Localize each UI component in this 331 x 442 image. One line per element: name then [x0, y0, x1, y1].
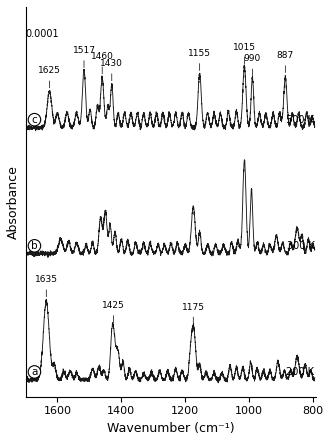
Text: 1635: 1635 [35, 275, 58, 297]
Text: 887: 887 [277, 51, 294, 72]
Text: 1517: 1517 [72, 46, 95, 68]
Y-axis label: Absorbance: Absorbance [7, 165, 20, 239]
Text: 1430: 1430 [100, 59, 123, 81]
Text: 300 K: 300 K [287, 241, 314, 251]
Text: a: a [31, 367, 38, 377]
Text: 1460: 1460 [91, 52, 114, 74]
Text: 1175: 1175 [182, 303, 205, 324]
Text: 990: 990 [244, 54, 261, 76]
Text: 0.0001: 0.0001 [25, 29, 59, 39]
Text: c: c [31, 114, 37, 125]
X-axis label: Wavenumber (cm⁻¹): Wavenumber (cm⁻¹) [107, 422, 235, 435]
Text: 1625: 1625 [38, 66, 61, 88]
Text: 500 K: 500 K [286, 114, 314, 125]
Text: 1155: 1155 [188, 49, 211, 71]
Text: 1425: 1425 [102, 301, 125, 323]
Text: 1015: 1015 [233, 43, 256, 64]
Text: b: b [31, 241, 38, 251]
Text: 200 K: 200 K [286, 367, 314, 377]
